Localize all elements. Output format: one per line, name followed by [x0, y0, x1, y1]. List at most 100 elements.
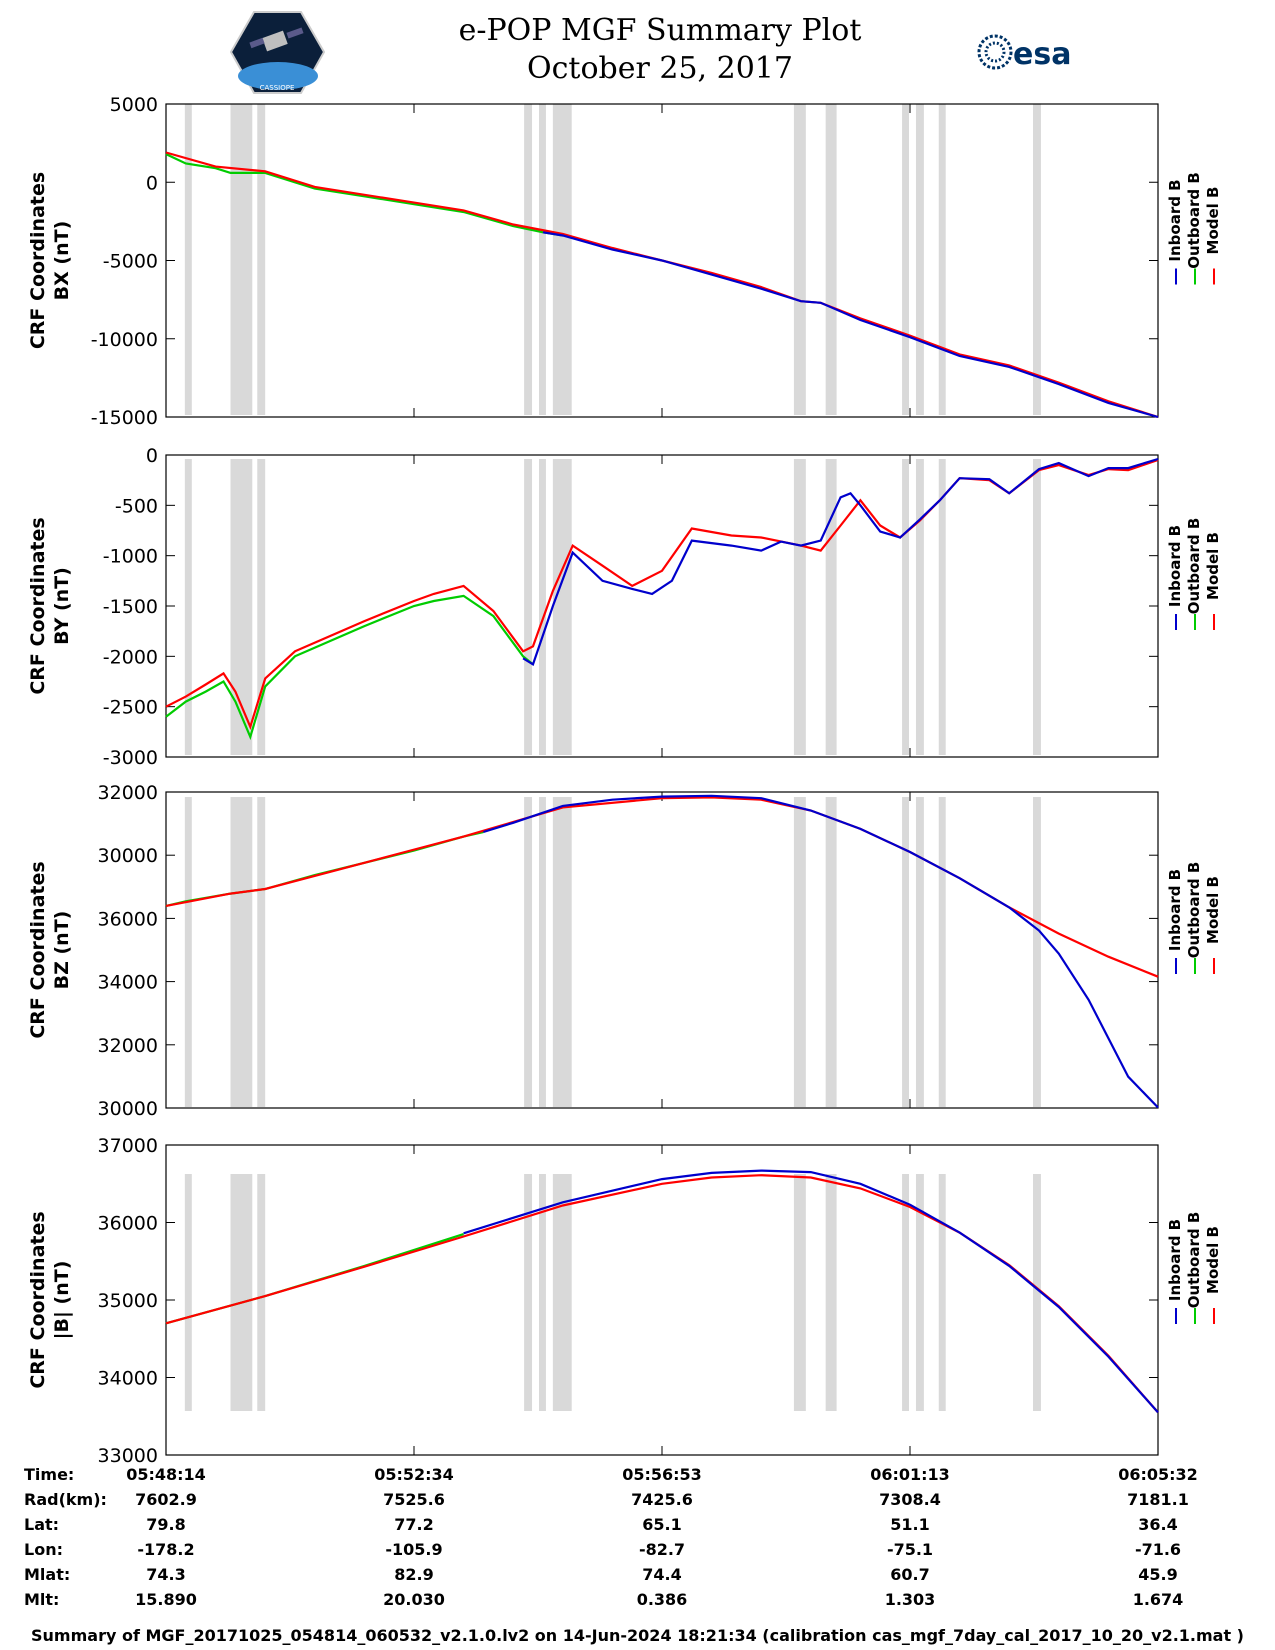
orbit-value: 82.9: [394, 1565, 434, 1584]
gap-band: [257, 797, 266, 1107]
y-tick-label: 34000: [98, 972, 158, 994]
legend-label: Model B: [1204, 532, 1222, 600]
y-tick-label: 5000: [110, 94, 158, 116]
gap-band: [825, 797, 837, 1107]
orbit-row-label: Rad(km):: [24, 1490, 107, 1509]
gap-band: [1033, 459, 1041, 755]
y-tick-label: 32000: [98, 1035, 158, 1057]
orbit-value: -105.9: [385, 1540, 443, 1559]
legend-label: Outboard B: [1185, 1212, 1203, 1309]
orbit-value: -178.2: [137, 1540, 195, 1559]
gap-band: [1033, 1174, 1041, 1411]
orbit-value: 60.7: [890, 1565, 930, 1584]
orbit-row-label: Lon:: [24, 1540, 63, 1559]
y-tick-label: 34000: [98, 1368, 158, 1390]
series-inboard-b: [542, 231, 1159, 419]
y-tick-label: 32000: [98, 782, 158, 804]
orbit-value: -82.7: [638, 1540, 686, 1559]
orbit-value: 0.386: [636, 1590, 688, 1609]
esa-logo: esa: [977, 34, 1071, 72]
cassiope-logo-text: CASSIOPE: [260, 84, 295, 92]
plot-date: October 25, 2017: [527, 51, 793, 86]
y-tick-label: 0: [146, 445, 158, 467]
y-tick-label: 36000: [98, 908, 158, 930]
legend-label: Inboard B: [1166, 869, 1184, 951]
orbit-value: 74.4: [642, 1565, 682, 1584]
y-tick-label: -2500: [103, 697, 158, 719]
gap-band: [915, 459, 924, 755]
y-axis-label: CRF Coordinates: [27, 517, 49, 694]
cassiope-satellite-logo: CASSIOPE: [230, 11, 325, 94]
series-model-b: [165, 151, 1159, 419]
gap-band: [938, 104, 946, 415]
gap-band: [938, 1174, 946, 1411]
gap-band: [230, 459, 253, 755]
orbit-value: 77.2: [394, 1515, 434, 1534]
orbit-value: 20.030: [383, 1590, 445, 1609]
orbit-row-label: Lat:: [24, 1515, 60, 1534]
legend: Inboard B Outboard B Model B: [1166, 172, 1222, 285]
orbit-value: 65.1: [642, 1515, 682, 1534]
orbit-value: 05:56:53: [622, 1465, 702, 1484]
gap-band: [524, 104, 533, 415]
y-tick-label: -1500: [103, 596, 158, 618]
y-tick-label: -10000: [91, 329, 158, 351]
gap-band: [184, 797, 192, 1107]
y-tick-label: 33000: [98, 1445, 158, 1467]
orbit-value: 36.4: [1138, 1515, 1178, 1534]
gap-band: [902, 104, 910, 415]
orbit-value: 74.3: [146, 1565, 186, 1584]
gap-band: [552, 459, 572, 755]
y-tick-label: 36000: [98, 1213, 158, 1235]
gap-band: [538, 797, 546, 1107]
gap-band: [524, 797, 533, 1107]
plot-frame: [165, 791, 1159, 1109]
gap-band: [184, 459, 192, 755]
y-tick-label: 35000: [98, 1290, 158, 1312]
series-inboard-b: [483, 794, 1159, 1109]
legend: Inboard B Outboard B Model B: [1166, 862, 1222, 974]
legend-label: Inboard B: [1166, 179, 1184, 261]
gap-band: [257, 459, 266, 755]
orbit-value: 05:48:14: [126, 1465, 206, 1484]
esa-logo-text: esa: [1013, 37, 1071, 72]
gap-band: [825, 459, 837, 755]
legend-label: Model B: [1204, 187, 1222, 255]
legend: Inboard B Outboard B Model B: [1166, 1212, 1222, 1324]
y-axis-label: CRF Coordinates: [27, 861, 49, 1038]
plot-title-block: e-POP MGF Summary Plot October 25, 2017: [0, 12, 1275, 88]
series-inboard-b: [522, 457, 1159, 667]
orbit-value: 7525.6: [383, 1490, 445, 1509]
legend-label: Outboard B: [1185, 862, 1203, 959]
y-tick-label: -5000: [103, 251, 158, 273]
gap-band: [793, 797, 806, 1107]
orbit-value: 05:52:34: [374, 1465, 454, 1484]
plot-title: e-POP MGF Summary Plot: [458, 13, 862, 48]
gap-band: [1033, 797, 1041, 1107]
orbit-value: -71.6: [1134, 1540, 1182, 1559]
legend-label: Inboard B: [1166, 525, 1184, 607]
gap-band: [257, 1174, 266, 1411]
gap-band: [230, 104, 253, 415]
gap-band: [902, 797, 910, 1107]
gap-band: [257, 104, 266, 415]
gap-band: [793, 104, 806, 415]
series-outboard-b: [165, 153, 563, 237]
legend-label: Model B: [1204, 876, 1222, 944]
series-model-b: [165, 458, 1159, 731]
orbit-value: -75.1: [886, 1540, 934, 1559]
gap-band: [915, 1174, 924, 1411]
gap-band: [552, 104, 572, 415]
gap-band: [902, 459, 910, 755]
series-outboard-b: [165, 594, 534, 741]
y-axis-label: BX (nT): [51, 221, 73, 301]
orbit-value: 1.674: [1132, 1590, 1184, 1609]
y-axis-label: BY (nT): [51, 567, 73, 645]
gap-band: [1033, 104, 1041, 415]
series-model-b: [165, 1174, 1159, 1414]
y-axis-label: CRF Coordinates: [27, 172, 49, 349]
plot-frame: [165, 1144, 1159, 1456]
legend-label: Inboard B: [1166, 1219, 1184, 1301]
y-tick-label: -3000: [103, 747, 158, 769]
